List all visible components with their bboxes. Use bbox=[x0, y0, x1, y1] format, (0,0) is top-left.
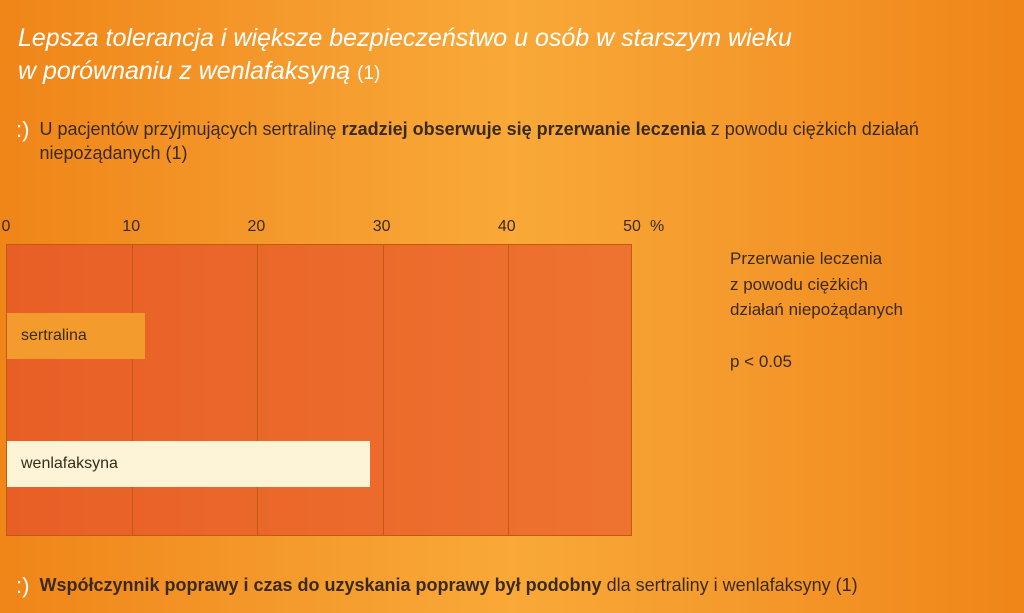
bullet-top-bold: rzadziej obserwuje się przerwanie leczen… bbox=[342, 119, 706, 139]
side-stat: p < 0.05 bbox=[730, 349, 1000, 375]
x-axis-unit: % bbox=[650, 218, 664, 236]
chart-side-label: Przerwanie leczenia z powodu ciężkich dz… bbox=[730, 246, 1000, 374]
smiley-icon: :) bbox=[16, 573, 29, 599]
title-ref: (1) bbox=[357, 63, 380, 84]
title-line1: Lepsza tolerancja i większe bezpieczeńst… bbox=[18, 24, 792, 52]
gridline bbox=[383, 245, 384, 535]
bullet-bottom-post: dla sertraliny i wenlafaksyny (1) bbox=[602, 575, 858, 595]
bullet-bottom: :) Współczynnik poprawy i czas do uzyska… bbox=[0, 551, 1024, 599]
gridline bbox=[508, 245, 509, 535]
plot-area: sertralina wenlafaksyna bbox=[6, 244, 632, 536]
bar-sertralina: sertralina bbox=[7, 313, 145, 359]
smiley-icon: :) bbox=[16, 117, 29, 143]
title-line2: w porównaniu z wenlafaksyną bbox=[18, 57, 350, 85]
bullet-bottom-text: Współczynnik poprawy i czas do uzyskania… bbox=[39, 573, 857, 597]
x-tick: 40 bbox=[498, 218, 516, 236]
x-tick: 30 bbox=[373, 218, 391, 236]
bullet-top: :) U pacjentów przyjmujących sertralinę … bbox=[0, 95, 1024, 166]
page-title: Lepsza tolerancja i większe bezpieczeńst… bbox=[0, 0, 1024, 95]
x-tick: 50 bbox=[623, 218, 641, 236]
chart: 0 10 20 30 40 50% sertralina wenlafaksyna Prze… bbox=[0, 218, 1024, 558]
side-line3: działań niepożądanych bbox=[730, 297, 1000, 323]
side-line1: Przerwanie leczenia bbox=[730, 246, 1000, 272]
x-tick: 0 bbox=[2, 218, 11, 236]
x-tick: 10 bbox=[122, 218, 140, 236]
side-line2: z powodu ciężkich bbox=[730, 272, 1000, 298]
bullet-top-pre: U pacjentów przyjmujących sertralinę bbox=[39, 119, 341, 139]
bullet-bottom-bold: Współczynnik poprawy i czas do uzyskania… bbox=[39, 575, 601, 595]
bar-wenlafaksyna: wenlafaksyna bbox=[7, 441, 370, 487]
gridline bbox=[132, 245, 133, 535]
bullet-top-text: U pacjentów przyjmujących sertralinę rza… bbox=[39, 117, 984, 166]
gridline bbox=[257, 245, 258, 535]
x-tick: 20 bbox=[247, 218, 265, 236]
